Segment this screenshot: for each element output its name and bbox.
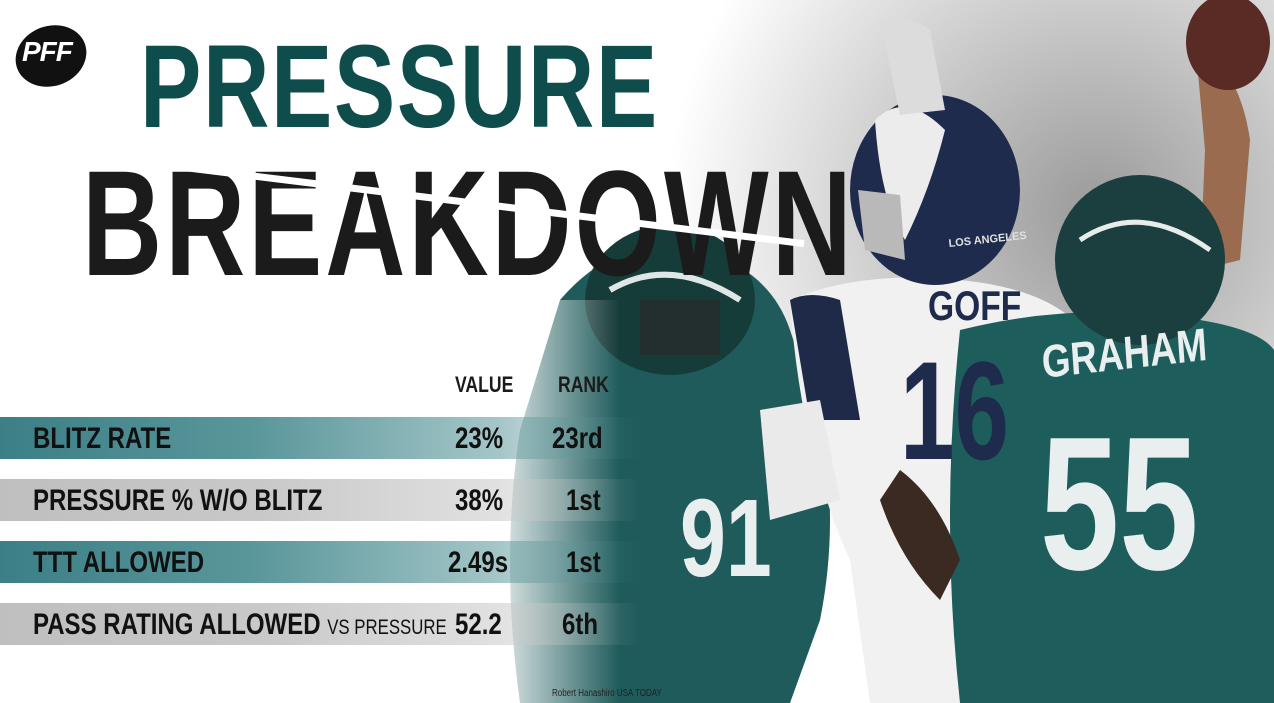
row-background: [0, 417, 640, 459]
stat-label: PRESSURE % W/O BLITZ: [33, 484, 323, 517]
stat-label: PASS RATING ALLOWED VS PRESSURE: [33, 608, 447, 641]
stat-rank: 1st: [566, 546, 601, 579]
row-background: [0, 541, 640, 583]
jersey-number-goff: 16: [900, 332, 1010, 489]
stat-value: 38%: [455, 484, 504, 517]
header-value: VALUE: [455, 372, 514, 397]
stat-row-ttt-allowed: TTT ALLOWED 2.49s 1st: [0, 541, 640, 583]
stat-value: 52.2: [455, 608, 502, 641]
stat-sublabel: VS PRESSURE: [327, 616, 447, 639]
stat-value: 23%: [455, 422, 504, 455]
pff-logo-text: PFF: [22, 36, 73, 67]
stat-row-blitz-rate: BLITZ RATE 23% 23rd: [0, 417, 640, 459]
header-rank: RANK: [558, 372, 609, 397]
jersey-number-defender: 91: [680, 477, 772, 600]
title-pressure: PRESSURE: [140, 21, 659, 153]
photo-credit: Robert Hanashiro USA TODAY: [552, 688, 662, 699]
row-background: [0, 603, 640, 645]
stat-row-pressure-wo-blitz: PRESSURE % W/O BLITZ 38% 1st: [0, 479, 640, 521]
title-breakdown: BREAKDOWN: [82, 139, 855, 307]
jersey-name-goff: GOFF: [928, 282, 1022, 329]
jersey-number-graham: 55: [1040, 398, 1199, 610]
row-background: [0, 479, 640, 521]
stat-rank: 6th: [562, 608, 598, 641]
stat-value: 2.49s: [448, 546, 509, 579]
stat-label: BLITZ RATE: [33, 422, 172, 455]
stat-row-pass-rating-allowed: PASS RATING ALLOWED VS PRESSURE 52.2 6th: [0, 603, 640, 645]
stat-label: TTT ALLOWED: [33, 546, 205, 579]
stat-rank: 1st: [566, 484, 601, 517]
stat-rank: 23rd: [552, 422, 603, 455]
pff-logo: [15, 25, 87, 87]
